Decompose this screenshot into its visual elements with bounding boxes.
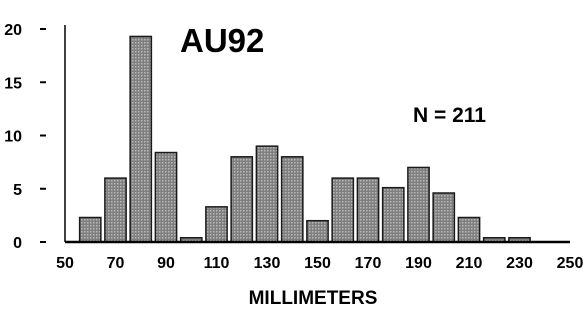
sample-size-label: N = 211 [413,104,486,127]
x-tick-label-250: 250 [557,255,584,272]
y-tick-label-5: 5 [13,182,22,199]
bars-group [78,35,531,243]
bar-120 [230,156,254,243]
bar-210 [457,216,481,243]
x-tick-label-190: 190 [405,255,432,272]
x-tick-label-130: 130 [254,255,281,272]
x-axis-label: MILLIMETERS [249,288,378,309]
bar-80 [129,35,153,243]
x-tick-label-170: 170 [355,255,382,272]
bar-140 [280,156,304,243]
x-tick-label-70: 70 [107,255,125,272]
y-ticks-group: 0 5 10 15 20 [4,22,46,252]
bar-130 [255,145,279,243]
bar-90 [154,151,178,243]
chart-title: AU92 [180,22,264,59]
y-tick-label-0: 0 [13,235,22,252]
bar-170 [356,177,380,243]
x-tick-label-210: 210 [456,255,483,272]
x-tick-label-90: 90 [157,255,175,272]
bar-200 [432,192,456,243]
y-tick-label-20: 20 [4,22,22,39]
bar-110 [205,206,228,243]
x-tick-label-230: 230 [506,255,533,272]
x-tick-label-110: 110 [204,255,230,272]
x-ticks-group: 50 70 90 110 130 150 170 190 210 230 250 [56,255,583,272]
y-tick-label-10: 10 [4,129,22,146]
bar-180 [381,186,405,243]
bar-190 [407,166,430,243]
bar-160 [331,177,355,243]
bar-70 [104,177,127,243]
x-tick-label-50: 50 [56,255,74,272]
y-tick-label-15: 15 [4,75,22,92]
bar-150 [306,219,329,243]
bar-60 [78,216,102,243]
x-tick-label-150: 150 [304,255,331,272]
